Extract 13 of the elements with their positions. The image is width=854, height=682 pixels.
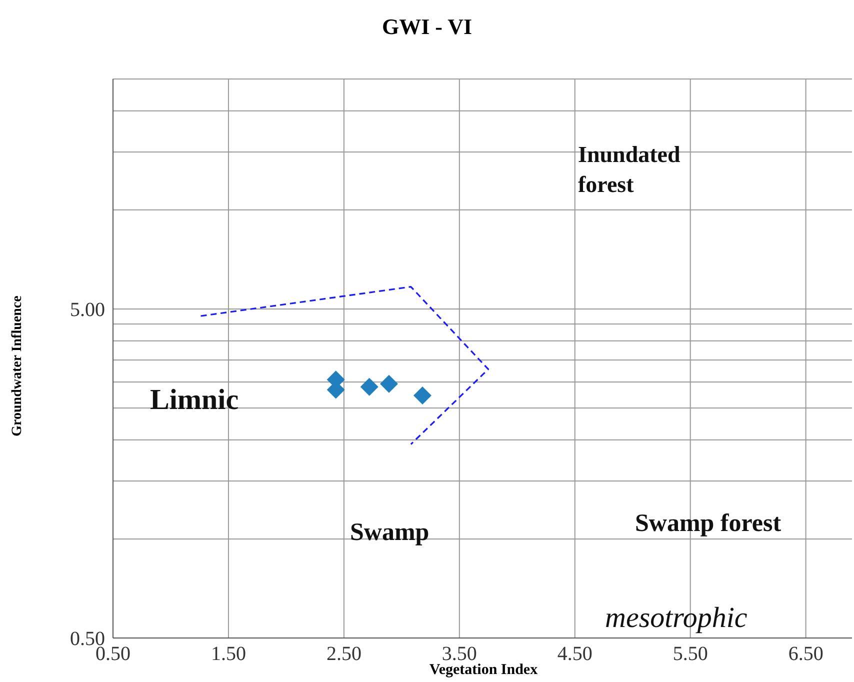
y-axis-title: Groundwater Influence xyxy=(10,296,26,436)
annotation: Swamp forest xyxy=(635,509,782,539)
annotation: Inundated forest xyxy=(578,141,682,199)
x-tick-label: 2.50 xyxy=(326,643,362,666)
x-tick-label: 5.50 xyxy=(672,643,708,666)
y-tick-label: 5.00 xyxy=(70,299,105,322)
annotation: mesotrophic xyxy=(605,601,748,636)
x-tick-label: 4.50 xyxy=(557,643,592,666)
x-tick-label: 1.50 xyxy=(210,643,246,666)
annotation: Limnic xyxy=(150,383,240,418)
x-tick-label: 6.50 xyxy=(788,643,824,666)
annotation: Swamp xyxy=(350,518,430,548)
chart-title: GWI - VI xyxy=(380,14,474,40)
